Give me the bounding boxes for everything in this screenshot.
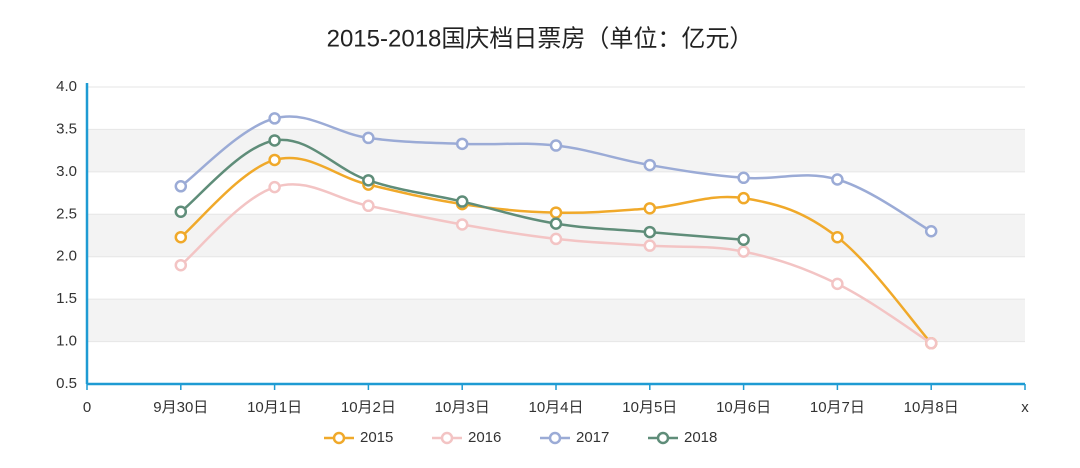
point (268, 134, 281, 147)
point (549, 232, 563, 246)
point (549, 217, 563, 230)
point (174, 258, 188, 272)
point (174, 230, 188, 244)
point (643, 225, 657, 239)
point (362, 174, 375, 187)
point (737, 233, 750, 246)
legend-marker (548, 431, 562, 445)
x-tick-label: 10月7日 (810, 399, 865, 416)
y-tick-label: 0.5 (56, 375, 77, 392)
y-tick-label: 2.0 (56, 248, 77, 265)
legend-marker (656, 431, 670, 445)
x-tick-label: 10月3日 (435, 399, 490, 416)
grid-band (87, 299, 1025, 342)
point (455, 137, 469, 151)
point (924, 337, 938, 350)
x-tick-label: x (1021, 399, 1029, 416)
point (268, 112, 281, 125)
point (831, 277, 844, 291)
x-tick-label: 10月1日 (247, 399, 302, 416)
point (174, 205, 188, 218)
point (737, 171, 750, 185)
y-tick-label: 1.5 (56, 290, 77, 307)
point (643, 158, 657, 172)
point (924, 225, 938, 238)
point (643, 239, 657, 252)
x-tick-label: 10月2日 (341, 399, 396, 416)
legend-label: 2018 (684, 429, 717, 446)
point (643, 202, 657, 215)
point (737, 191, 750, 205)
y-tick-label: 3.0 (56, 163, 77, 180)
point (549, 206, 563, 219)
x-tick-label: 10月8日 (904, 399, 959, 416)
point (455, 195, 469, 208)
point (455, 218, 469, 231)
chart-title: 2015-2018国庆档日票房（单位：亿元） (327, 25, 754, 52)
point (737, 245, 750, 258)
y-tick-label: 4.0 (56, 78, 77, 95)
x-tick-label: 10月4日 (528, 399, 583, 416)
point (362, 199, 375, 213)
x-tick-label: 0 (83, 399, 91, 416)
point (268, 180, 281, 194)
x-tick-label: 9月30日 (153, 399, 208, 416)
legend-label: 2015 (360, 429, 393, 446)
x-tick-label: 10月5日 (622, 399, 677, 416)
y-tick-label: 3.5 (56, 120, 77, 137)
legend-label: 2016 (468, 429, 501, 446)
point (831, 230, 844, 244)
point (549, 139, 563, 152)
legend-label: 2017 (576, 429, 609, 446)
point (362, 131, 375, 145)
point (174, 180, 188, 193)
point (268, 153, 281, 167)
y-tick-label: 2.5 (56, 205, 77, 222)
y-tick-label: 1.0 (56, 333, 77, 350)
legend-marker (440, 431, 454, 445)
point (831, 173, 844, 186)
x-tick-label: 10月6日 (716, 399, 771, 416)
legend-marker (332, 431, 346, 445)
